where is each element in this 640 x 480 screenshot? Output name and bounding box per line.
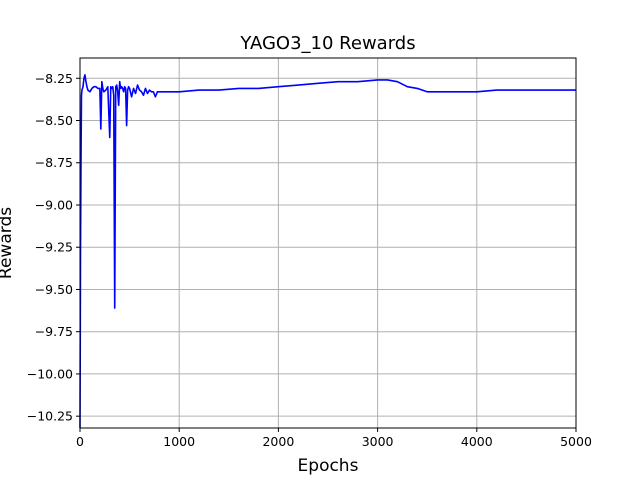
chart-title: YAGO3_10 Rewards	[239, 33, 415, 54]
x-axis-ticks: 0 1000 2000 3000 4000 5000	[76, 428, 592, 449]
y-tick-label: −9.50	[35, 282, 73, 297]
y-tick-label: −10.00	[27, 366, 73, 381]
y-tick-label: −8.50	[35, 113, 73, 128]
x-tick-label: 0	[76, 434, 84, 449]
x-tick-label: 4000	[461, 434, 493, 449]
y-tick-label: −8.25	[35, 71, 73, 86]
grid	[79, 58, 577, 428]
y-tick-label: −10.25	[27, 409, 73, 424]
x-tick-label: 1000	[163, 434, 195, 449]
y-tick-label: −9.00	[35, 197, 73, 212]
plot-frame	[79, 57, 577, 429]
y-axis-title: Rewards	[0, 207, 16, 279]
y-tick-label: −9.75	[35, 324, 73, 339]
x-tick-label: 2000	[262, 434, 294, 449]
x-tick-label: 5000	[560, 434, 592, 449]
x-axis-title: Epochs	[298, 456, 359, 476]
y-tick-label: −8.75	[35, 155, 73, 170]
series-line	[79, 74, 576, 429]
y-tick-label: −9.25	[35, 240, 73, 255]
y-axis-ticks: −10.25 −10.00 −9.75 −9.50 −9.25 −9.00 −8.75 −8.…	[27, 71, 80, 424]
series-layer	[79, 74, 576, 429]
x-tick-label: 3000	[362, 434, 394, 449]
